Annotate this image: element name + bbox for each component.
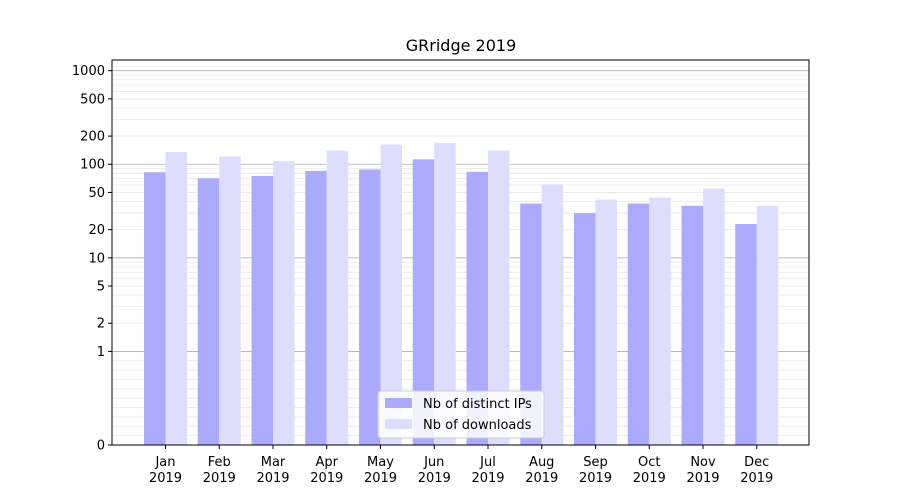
y-tick-label: 1000 [72,64,105,79]
legend: Nb of distinct IPs Nb of downloads [377,390,545,439]
x-tick-label: 2019 [418,471,451,486]
chart-title: GRridge 2019 [406,36,517,55]
x-tick-label: Sep [583,455,608,470]
y-axis: 0 1 2 5 10 20 50 100 200 500 1000 [72,64,112,454]
x-axis: Jan2019Feb2019Mar2019Apr2019May2019Jun20… [149,445,773,486]
y-tick-label: 100 [80,158,105,173]
x-tick-label: 2019 [633,471,666,486]
bar-distinct-ips [144,172,166,446]
legend-label: Nb of downloads [423,418,532,433]
bar-distinct-ips [466,171,488,445]
bar-distinct-ips [627,203,650,445]
y-tick-label: 2 [97,317,105,332]
bar-downloads [273,161,295,445]
plot-frame [111,59,810,446]
legend-label: Nb of distinct IPs [423,397,532,412]
legend-swatch [385,398,412,408]
y-tick-label: 1 [97,345,105,360]
bar-downloads [219,156,241,446]
x-tick-label: 2019 [256,471,289,486]
x-tick-label: 2019 [579,471,612,486]
bar-downloads [380,144,402,445]
bar-downloads [756,205,779,445]
bar-distinct-ips [305,170,327,446]
x-tick-label: 2019 [525,471,558,486]
bar-distinct-ips [735,223,757,445]
x-tick-label: Apr [316,455,339,470]
x-tick-label: 2019 [364,471,397,486]
bar-distinct-ips [359,169,381,446]
bar-distinct-ips [520,203,542,445]
x-tick-label: 2019 [203,471,236,486]
bar-downloads [541,184,564,445]
x-tick-label: Mar [261,455,286,470]
x-tick-label: Feb [208,455,231,470]
bar-distinct-ips [197,178,220,445]
y-tick-label: 0 [97,439,105,454]
bar-distinct-ips [574,213,596,445]
bars [144,143,779,446]
x-tick-label: Dec [744,455,769,470]
x-tick-label: 2019 [740,471,773,486]
y-tick-label: 10 [88,251,105,266]
legend-swatch [385,419,412,429]
x-tick-label: 2019 [471,471,504,486]
x-tick-label: Jul [479,455,496,470]
y-tick-label: 20 [88,223,105,238]
x-tick-label: 2019 [310,471,343,486]
x-tick-label: 2019 [149,471,182,486]
x-tick-label: 2019 [686,471,719,486]
y-tick-label: 50 [88,186,105,201]
x-tick-label: Jun [423,455,444,470]
bar-distinct-ips [412,159,435,446]
y-tick-label: 200 [80,130,105,145]
x-tick-label: Oct [638,455,660,470]
bar-downloads [703,188,725,445]
bar-distinct-ips [681,205,703,445]
bar-downloads [488,150,510,445]
bar-distinct-ips [251,175,273,445]
legend-box [377,390,545,439]
bar-downloads [434,143,456,445]
y-tick-label: 5 [97,280,105,295]
bar-downloads [595,199,617,445]
y-tick-label: 500 [80,92,105,107]
bar-downloads [326,150,349,445]
x-tick-label: Nov [690,455,716,470]
x-tick-label: Jan [154,455,175,470]
bar-downloads [165,152,187,445]
x-tick-label: May [367,455,394,470]
x-tick-label: Aug [529,455,554,470]
bar-downloads [649,197,671,445]
